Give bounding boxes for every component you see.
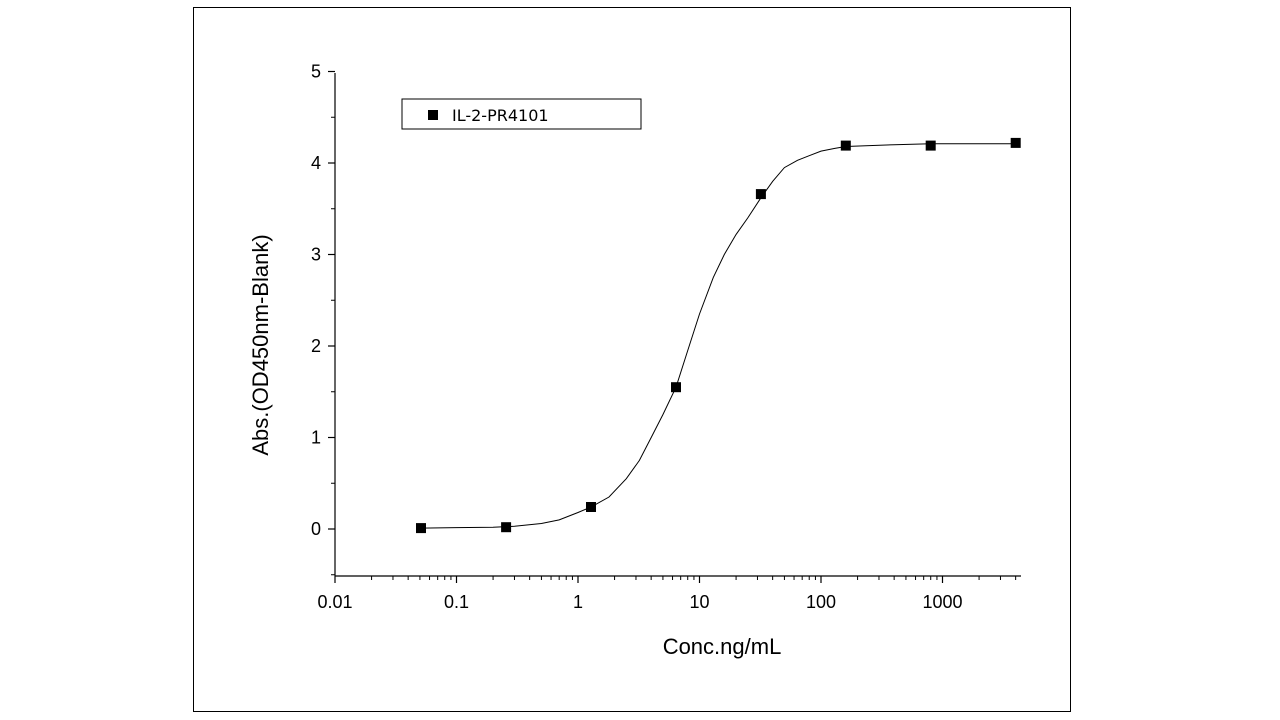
y-tick-label: 3: [311, 245, 321, 265]
data-points-layer: [416, 137, 1021, 534]
x-axis: 0.01 0.1 1 10 100 1000: [317, 575, 1021, 612]
x-tick-label: 1: [573, 592, 583, 612]
chart-frame: [193, 7, 1071, 712]
y-tick-label: 0: [311, 519, 321, 539]
data-point: [671, 382, 681, 393]
fit-curve-layer: [420, 143, 1016, 529]
legend-label: IL-2-PR4101: [452, 106, 549, 125]
data-point: [755, 189, 766, 200]
data-point: [840, 140, 851, 151]
x-axis-title: Conc.ng/mL: [663, 634, 782, 659]
data-point: [925, 140, 936, 151]
data-point: [501, 522, 512, 533]
data-point: [416, 523, 426, 534]
y-axis: 0 1 2 3 4 5: [311, 62, 336, 576]
x-tick-label: 10: [689, 592, 709, 612]
fit-curve: [420, 143, 1016, 529]
y-axis-title: Abs.(OD450nm-Blank): [248, 234, 273, 455]
legend: IL-2-PR4101: [401, 98, 642, 130]
x-tick-label: 100: [806, 592, 836, 612]
x-tick-label: 0.01: [317, 592, 352, 612]
data-point: [1010, 137, 1021, 148]
y-tick-label: 2: [311, 336, 321, 356]
data-point: [586, 502, 596, 512]
legend-box: [401, 98, 642, 130]
y-tick-label: 1: [311, 428, 321, 448]
y-tick-label: 5: [311, 62, 321, 82]
x-tick-label: 0.1: [444, 592, 469, 612]
x-tick-label: 1000: [922, 592, 962, 612]
legend-marker-square: [428, 110, 438, 120]
y-tick-label: 4: [311, 153, 321, 173]
